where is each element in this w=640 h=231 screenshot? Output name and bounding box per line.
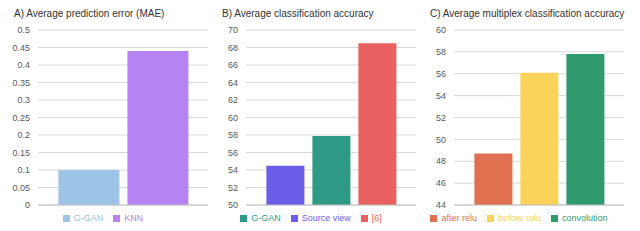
svg-text:0.3: 0.3	[17, 95, 30, 105]
svg-text:60: 60	[436, 25, 446, 35]
svg-text:58: 58	[228, 130, 238, 140]
html-text:after relu: after relu	[441, 213, 477, 223]
html-text:G-GAN: G-GAN	[251, 213, 281, 223]
svg-text:0.1: 0.1	[17, 165, 30, 175]
svg-text:68: 68	[228, 43, 238, 53]
svg-text:58: 58	[436, 47, 446, 57]
svg-text:56: 56	[436, 69, 446, 79]
svg-text:0.5: 0.5	[17, 25, 30, 35]
svg-text:0.2: 0.2	[17, 130, 30, 140]
svg-text:56: 56	[228, 148, 238, 158]
svg-text:64: 64	[228, 78, 238, 88]
svg-text:48: 48	[436, 156, 446, 166]
html-text:Source view: Source view	[301, 213, 351, 223]
svg-text:0.15: 0.15	[12, 148, 30, 158]
svg-text:62: 62	[228, 95, 238, 105]
svg-text:70: 70	[228, 25, 238, 35]
svg-text:0.35: 0.35	[12, 78, 30, 88]
svg-text:0.4: 0.4	[17, 60, 30, 70]
svg-text:54: 54	[228, 165, 238, 175]
html-text:C) Average multiplex classific: C) Average multiplex classification accu…	[430, 8, 625, 19]
svg-text:0.25: 0.25	[12, 113, 30, 123]
html-text:G-GAN: G-GAN	[73, 213, 104, 223]
html-text:[6]: [6]	[371, 213, 382, 223]
svg-text:60: 60	[228, 113, 238, 123]
svg-text:46: 46	[436, 178, 446, 188]
html-text:A) Average prediction error (M: A) Average prediction error (MAE)	[14, 8, 165, 19]
svg-text:66: 66	[228, 60, 238, 70]
svg-text:50: 50	[436, 135, 446, 145]
html-text:convolution: convolution	[562, 213, 608, 223]
svg-text:50: 50	[228, 200, 238, 210]
html-text:KNN: KNN	[124, 213, 144, 223]
svg-text:0: 0	[25, 200, 30, 210]
svg-text:52: 52	[228, 183, 238, 193]
html-text:before relu: before relu	[498, 213, 541, 223]
svg-text:52: 52	[436, 113, 446, 123]
svg-text:0.05: 0.05	[12, 183, 30, 193]
svg-text:0.45: 0.45	[12, 43, 30, 53]
svg-text:44: 44	[436, 200, 446, 210]
html-text:B) Average classification accu: B) Average classification accuracy	[222, 8, 374, 19]
svg-text:54: 54	[436, 91, 446, 101]
